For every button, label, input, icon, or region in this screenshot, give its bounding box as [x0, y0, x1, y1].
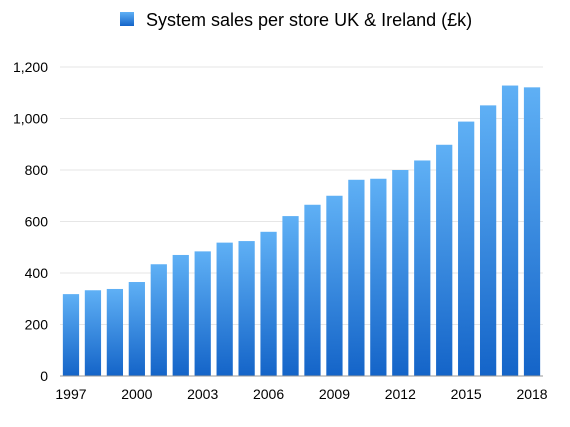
- legend-label: System sales per store UK & Ireland (£k): [146, 10, 472, 30]
- y-tick-label: 200: [25, 317, 49, 333]
- y-tick-label: 0: [40, 368, 48, 384]
- y-tick-label: 1,200: [13, 59, 48, 75]
- x-axis-ticks: 1997 2000 2003 2006 2009 2012 2015 2018: [55, 386, 547, 402]
- bar-2004: [216, 242, 233, 376]
- bar-2000: [128, 282, 145, 376]
- bar-2016: [479, 105, 497, 377]
- legend: System sales per store UK & Ireland (£k): [120, 10, 472, 30]
- bar-2018: [523, 87, 541, 376]
- bar-2007: [282, 216, 299, 376]
- bar-1998: [84, 290, 102, 376]
- x-tick-label: 2003: [187, 386, 218, 402]
- y-tick-label: 400: [25, 265, 49, 281]
- x-tick-label: 2018: [516, 386, 547, 402]
- bar-2006: [260, 231, 277, 376]
- x-tick-label: 2009: [319, 386, 350, 402]
- y-tick-label: 600: [25, 214, 49, 230]
- bar-2002: [172, 254, 189, 376]
- bar-2008: [304, 204, 321, 376]
- bar-2012: [392, 170, 409, 376]
- bar-2009: [326, 195, 343, 376]
- y-tick-label: 800: [25, 162, 49, 178]
- bar-2013: [414, 160, 431, 376]
- legend-swatch: [120, 12, 134, 26]
- x-tick-label: 2015: [451, 386, 482, 402]
- bar-2017: [501, 85, 519, 376]
- bar-1999: [106, 288, 124, 376]
- bar-1997: [62, 294, 80, 376]
- x-tick-label: 1997: [55, 386, 86, 402]
- bar-2015: [458, 121, 475, 376]
- bar-2011: [370, 178, 387, 376]
- bars: [62, 85, 541, 377]
- y-tick-label: 1,000: [13, 111, 48, 127]
- y-axis-ticks: 0 200 400 600 800 1,000 1,200: [13, 59, 48, 384]
- bar-2001: [150, 264, 167, 376]
- x-tick-label: 2012: [385, 386, 416, 402]
- bar-2005: [238, 241, 255, 376]
- bar-2010: [348, 179, 365, 376]
- bar-2014: [436, 144, 453, 376]
- x-tick-label: 2006: [253, 386, 284, 402]
- bar-2003: [194, 251, 211, 376]
- x-tick-label: 2000: [121, 386, 152, 402]
